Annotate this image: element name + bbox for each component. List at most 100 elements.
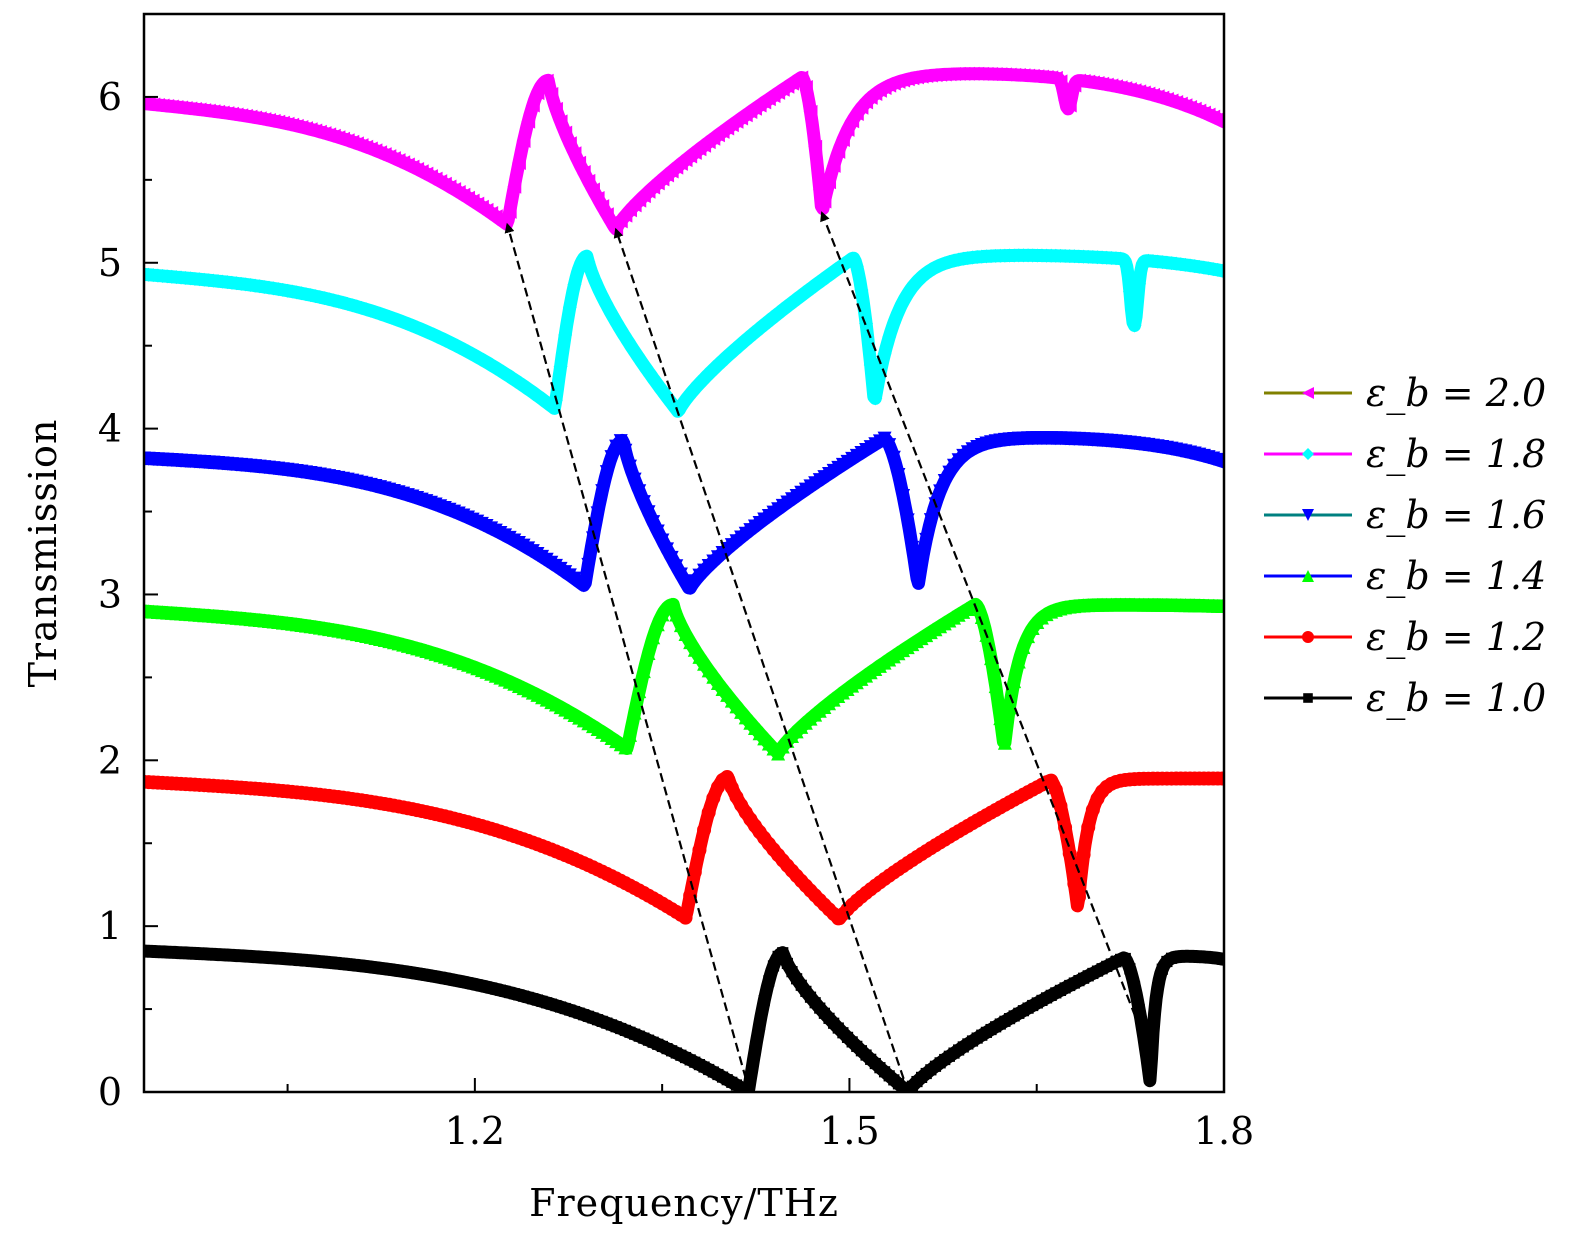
data-marker [1007,674,1022,689]
data-marker [845,114,860,129]
data-marker [539,73,554,88]
data-marker [1142,1063,1154,1075]
plot-frame [142,12,1226,1094]
data-marker [627,705,642,720]
data-marker [664,550,679,565]
data-marker [599,465,614,480]
data-marker [1011,654,1026,669]
data-marker [882,330,897,345]
legend-entry: ε_b = 1.8 [1264,432,1546,477]
data-marker [613,434,628,449]
data-marker [909,571,924,586]
data-marker [891,304,906,319]
data-marker [896,489,911,504]
data-marker [984,651,999,666]
data-marker [993,711,1008,726]
data-marker [877,346,892,361]
data-marker [886,316,901,331]
data-marker [641,646,656,661]
data-marker [697,823,712,838]
data-marker [1081,820,1096,835]
data-marker [623,727,637,742]
data-marker [1215,263,1224,278]
series-4 [144,770,1224,926]
data-marker [1133,1003,1145,1015]
axis-layer: 1.2 1.5 1.8 0 1 2 3 4 5 6 [98,75,1254,1153]
data-marker [669,607,684,622]
data-marker [1053,74,1068,89]
data-marker [794,70,809,85]
x-tick-label: 1.8 [1194,1109,1254,1153]
legend-label: ε_b = 1.4 [1366,554,1546,599]
data-marker [562,300,577,315]
data-marker [590,279,605,294]
data-marker [744,1073,756,1085]
data-marker [585,182,600,197]
arrow-layer [504,211,1147,1093]
data-marker [1071,890,1086,904]
legend-entry: ε_b = 1.0 [1264,676,1546,721]
data-marker [914,557,929,572]
data-marker [808,139,823,154]
data-marker [831,144,846,159]
data-marker [1147,1026,1159,1039]
data-marker [868,391,883,406]
legend: ε_b = 2.0 ε_b = 1.8 ε_b = 1.6 ε_b = 1.4 ε_b … [1264,371,1546,721]
data-marker [636,495,651,510]
data-marker [1021,629,1036,644]
series-band [144,431,1224,595]
legend-entry: ε_b = 1.6 [1264,493,1546,538]
data-marker [604,215,619,230]
series-3 [144,597,1224,761]
data-marker [632,484,647,499]
data-marker [562,136,577,151]
legend-marker [1302,570,1314,582]
data-marker [905,540,920,555]
data-marker [502,204,517,219]
data-marker [817,194,832,209]
data-marker [604,450,619,465]
data-marker [1119,952,1131,965]
data-marker [585,268,600,283]
series-5 [144,944,1224,1092]
data-marker [798,79,813,94]
legend-marker [1302,448,1314,460]
data-marker [812,182,827,197]
legend-label: ε_b = 1.8 [1366,432,1546,477]
data-marker [923,513,938,528]
legend-entry: ε_b = 1.2 [1264,615,1546,660]
data-marker [599,207,614,222]
data-marker [1058,820,1073,835]
data-marker [646,515,661,530]
data-marker [553,114,568,129]
data-marker [585,531,600,546]
data-marker [1215,116,1224,126]
data-marker [530,86,545,101]
data-marker [777,947,789,959]
series-layer [144,66,1224,1092]
data-marker [1215,454,1224,469]
data-marker [664,597,679,612]
data-marker [849,259,864,274]
data-marker [1127,318,1142,333]
data-marker [754,1018,766,1030]
data-marker [988,679,1003,694]
data-marker [758,994,770,1007]
data-marker [572,260,587,275]
series-1 [144,248,1224,418]
data-marker [763,975,775,987]
legend-entry: ε_b = 2.0 [1264,371,1546,416]
data-marker [1016,639,1031,654]
data-marker [558,125,573,140]
data-marker [1152,982,1164,994]
data-marker [1128,980,1141,992]
shift-arrow [820,211,1147,1043]
y-tick-label: 1 [98,904,122,948]
y-tick-label: 2 [98,738,122,782]
data-marker [749,1045,761,1057]
data-marker [1215,771,1224,786]
data-marker [618,443,633,458]
legend-label: ε_b = 1.6 [1366,493,1546,538]
series-0 [144,66,1224,237]
y-tick-label: 6 [98,75,122,119]
